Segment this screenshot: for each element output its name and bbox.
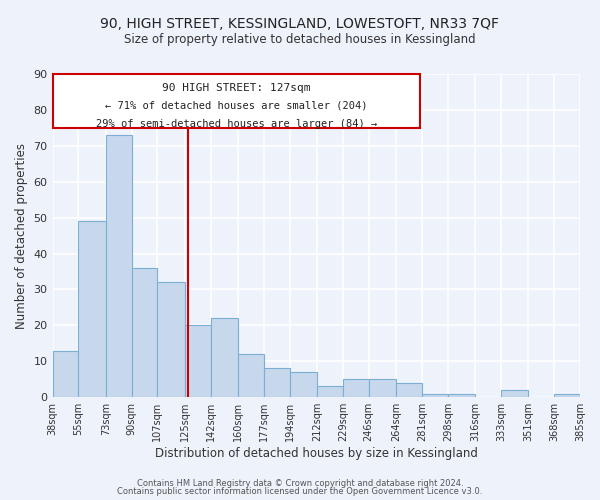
Bar [157, 282, 185, 397]
Bar [554, 394, 580, 397]
X-axis label: Distribution of detached houses by size in Kessingland: Distribution of detached houses by size … [155, 447, 478, 460]
Bar [211, 318, 238, 397]
Bar [396, 383, 422, 397]
Bar [422, 394, 448, 397]
Bar [185, 326, 211, 397]
Bar [448, 394, 475, 397]
Bar [131, 268, 157, 397]
Bar [501, 390, 529, 397]
Text: Contains HM Land Registry data © Crown copyright and database right 2024.: Contains HM Land Registry data © Crown c… [137, 478, 463, 488]
Text: Contains public sector information licensed under the Open Government Licence v3: Contains public sector information licen… [118, 487, 482, 496]
Bar [290, 372, 317, 397]
Text: Size of property relative to detached houses in Kessingland: Size of property relative to detached ho… [124, 32, 476, 46]
Bar [343, 380, 369, 397]
Bar [238, 354, 264, 397]
Text: 29% of semi-detached houses are larger (84) →: 29% of semi-detached houses are larger (… [96, 119, 377, 129]
Bar [106, 135, 131, 397]
Y-axis label: Number of detached properties: Number of detached properties [15, 142, 28, 328]
Bar [53, 350, 79, 397]
Text: 90 HIGH STREET: 127sqm: 90 HIGH STREET: 127sqm [162, 83, 311, 93]
Bar [264, 368, 290, 397]
Bar [369, 380, 396, 397]
Text: 90, HIGH STREET, KESSINGLAND, LOWESTOFT, NR33 7QF: 90, HIGH STREET, KESSINGLAND, LOWESTOFT,… [101, 18, 499, 32]
Bar [317, 386, 343, 397]
Bar [79, 221, 106, 397]
FancyBboxPatch shape [53, 74, 421, 128]
Text: ← 71% of detached houses are smaller (204): ← 71% of detached houses are smaller (20… [105, 101, 368, 111]
